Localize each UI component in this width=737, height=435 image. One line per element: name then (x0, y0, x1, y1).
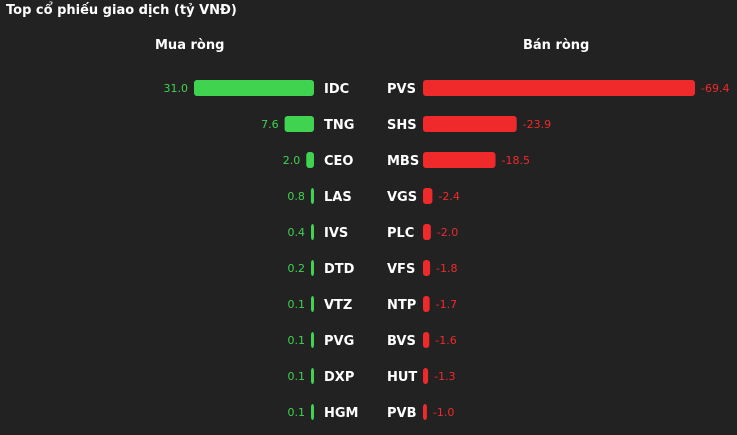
buy-ticker-label: VTZ (324, 298, 352, 313)
buy-bar (311, 404, 314, 420)
sell-ticker-label: HUT (387, 370, 417, 385)
sell-bar (423, 152, 496, 168)
buy-bar (284, 116, 314, 132)
sell-column-header: Bán ròng (523, 38, 590, 53)
buy-value-label: 31.0 (164, 82, 189, 95)
sell-value-label: -1.7 (436, 298, 457, 311)
buy-ticker-label: HGM (324, 406, 359, 421)
buy-value-label: 0.8 (287, 190, 305, 203)
buy-value-label: 0.1 (288, 334, 306, 347)
sell-bar (423, 332, 430, 348)
sell-value-label: -2.0 (437, 226, 458, 239)
sell-bar (423, 116, 517, 132)
buy-value-label: 0.1 (288, 298, 306, 311)
buy-ticker-label: TNG (324, 118, 354, 133)
buy-value-label: 7.6 (261, 118, 279, 131)
buy-bar (306, 152, 314, 168)
sell-value-label: -1.3 (434, 370, 455, 383)
sell-ticker-label: MBS (387, 154, 419, 169)
buy-bar (311, 260, 314, 276)
sell-value-label: -69.4 (701, 82, 729, 95)
buy-value-label: 0.2 (288, 262, 306, 275)
sell-ticker-label: VFS (387, 262, 415, 277)
buy-ticker-label: DTD (324, 262, 355, 277)
sell-bar (423, 368, 429, 384)
sell-ticker-label: BVS (387, 334, 416, 349)
sell-ticker-label: NTP (387, 298, 416, 313)
sell-value-label: -18.5 (502, 154, 530, 167)
sell-bar (423, 260, 431, 276)
buy-value-label: 0.1 (288, 370, 306, 383)
sell-value-label: -2.4 (438, 190, 459, 203)
buy-bar (311, 296, 314, 312)
sell-value-label: -23.9 (523, 118, 551, 131)
buy-bar (194, 80, 314, 96)
sell-ticker-label: PVB (387, 406, 417, 421)
chart-title: Top cổ phiếu giao dịch (tỷ VNĐ) (6, 3, 237, 18)
sell-bar (423, 188, 433, 204)
buy-bar (311, 224, 314, 240)
buy-bar (311, 332, 314, 348)
sell-bar (423, 296, 430, 312)
sell-ticker-label: PLC (387, 226, 414, 241)
buy-value-label: 0.4 (288, 226, 306, 239)
buy-bar (310, 188, 314, 204)
sell-value-label: -1.6 (435, 334, 456, 347)
sell-ticker-label: PVS (387, 82, 416, 97)
sell-bar (423, 80, 695, 96)
sell-value-label: -1.0 (433, 406, 454, 419)
buy-ticker-label: PVG (324, 334, 354, 349)
buy-ticker-label: LAS (324, 190, 352, 205)
buy-column-header: Mua ròng (155, 38, 225, 53)
sell-ticker-label: SHS (387, 118, 417, 133)
buy-ticker-label: CEO (324, 154, 353, 169)
sell-bar (423, 404, 427, 420)
sell-bar (423, 224, 431, 240)
buy-value-label: 0.1 (288, 406, 306, 419)
buy-bar (311, 368, 314, 384)
buy-ticker-label: IVS (324, 226, 348, 241)
sell-ticker-label: VGS (387, 190, 417, 205)
buy-value-label: 2.0 (283, 154, 301, 167)
sell-value-label: -1.8 (436, 262, 457, 275)
buy-ticker-label: IDC (324, 82, 349, 97)
buy-ticker-label: DXP (324, 370, 354, 385)
